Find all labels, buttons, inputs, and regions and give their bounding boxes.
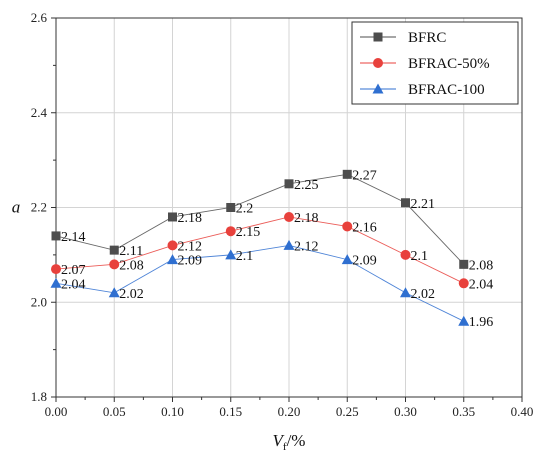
- data-label: 2.16: [352, 220, 377, 235]
- y-axis-title: a: [12, 198, 21, 217]
- data-label: 2.07: [61, 263, 86, 278]
- data-label: 2.18: [178, 211, 203, 226]
- x-tick-label: 0.00: [45, 404, 68, 419]
- series-bfrac-100: [50, 239, 470, 326]
- legend-label: BFRAC-50%: [408, 56, 490, 72]
- x-tick-label: 0.15: [219, 404, 242, 419]
- data-label: 2.08: [469, 258, 494, 273]
- data-label: 2.14: [61, 230, 86, 245]
- y-tick-label: 2.6: [31, 10, 48, 25]
- data-point: [50, 277, 62, 288]
- x-tick-label: 0.35: [452, 404, 475, 419]
- legend-label: BFRAC-100: [408, 82, 485, 98]
- data-label: 2.02: [119, 287, 144, 302]
- series-bfrc: [51, 169, 469, 269]
- series-layer: [50, 169, 470, 326]
- series-line: [55, 216, 464, 284]
- x-tick-label: 0.40: [511, 404, 534, 419]
- data-labels: 2.14 2.11 2.18 2.2 2.25 2.27 2.21 2.08 2.07 2.08 2…: [61, 168, 493, 330]
- data-point: [458, 315, 470, 326]
- data-point: [342, 169, 352, 179]
- data-point: [109, 259, 120, 270]
- legend-marker: [373, 32, 383, 42]
- data-label: 2.25: [294, 178, 319, 193]
- data-point: [225, 226, 236, 237]
- x-axis-title: Vf/%: [273, 431, 306, 453]
- data-point: [400, 249, 411, 260]
- data-label: 2.11: [119, 244, 143, 259]
- data-point: [51, 231, 61, 241]
- x-tick-label: 0.05: [103, 404, 126, 419]
- data-point: [51, 264, 61, 275]
- data-label: 2.18: [294, 211, 319, 226]
- data-point: [225, 249, 237, 260]
- series-bfrac-50-: [51, 211, 469, 289]
- x-tick-label: 0.30: [394, 404, 417, 419]
- data-label: 1.96: [469, 315, 494, 330]
- data-label: 2.04: [61, 277, 86, 292]
- data-label: 2.08: [119, 258, 144, 273]
- data-point: [226, 203, 236, 212]
- legend-marker: [372, 83, 384, 94]
- x-tick-label: 0.25: [336, 404, 359, 419]
- data-label: 2.15: [236, 225, 261, 240]
- data-label: 2.02: [411, 287, 436, 302]
- data-label: 2.09: [352, 254, 377, 269]
- data-label: 2.12: [178, 239, 203, 254]
- data-point: [342, 221, 353, 232]
- legend: BFRC BFRAC-50% BFRAC-100: [351, 21, 519, 105]
- series-line: [55, 173, 465, 265]
- x-tick-label: 0.10: [161, 404, 184, 419]
- data-point: [108, 287, 120, 298]
- data-label: 2.27: [352, 168, 377, 183]
- data-point: [458, 278, 469, 289]
- series-line: [55, 244, 464, 322]
- data-point: [168, 212, 177, 222]
- data-point: [341, 254, 353, 265]
- data-point: [284, 179, 294, 189]
- data-point: [459, 259, 469, 269]
- x-axis: 0.00 0.05 0.10 0.15 0.20 0.25 0.30 0.35 0.40: [45, 397, 534, 419]
- y-tick-label: 2.4: [31, 105, 48, 120]
- legend-item: BFRAC-100: [360, 82, 485, 98]
- data-label: 2.1: [411, 249, 429, 264]
- legend-item: BFRAC-50%: [360, 56, 490, 72]
- data-label: 2.21: [411, 197, 436, 212]
- data-point: [109, 245, 119, 255]
- data-label: 2.2: [236, 202, 254, 217]
- data-label: 2.09: [178, 254, 203, 269]
- y-axis: 1.8 2.0 2.2 2.4 2.6: [31, 10, 56, 404]
- data-label: 2.12: [294, 239, 319, 254]
- x-tick-label: 0.20: [278, 404, 301, 419]
- data-label: 2.04: [469, 277, 494, 292]
- data-point: [283, 239, 295, 250]
- legend-marker: [373, 58, 383, 68]
- y-tick-label: 2.0: [31, 294, 47, 309]
- data-point: [167, 254, 178, 265]
- y-tick-label: 1.8: [31, 389, 47, 404]
- data-point: [400, 287, 411, 298]
- legend-item: BFRC: [360, 30, 446, 46]
- data-point: [401, 198, 410, 208]
- legend-label: BFRC: [408, 30, 446, 46]
- data-point: [167, 240, 178, 251]
- data-point: [284, 211, 294, 222]
- y-tick-label: 2.2: [31, 200, 47, 215]
- data-label: 2.1: [236, 249, 254, 264]
